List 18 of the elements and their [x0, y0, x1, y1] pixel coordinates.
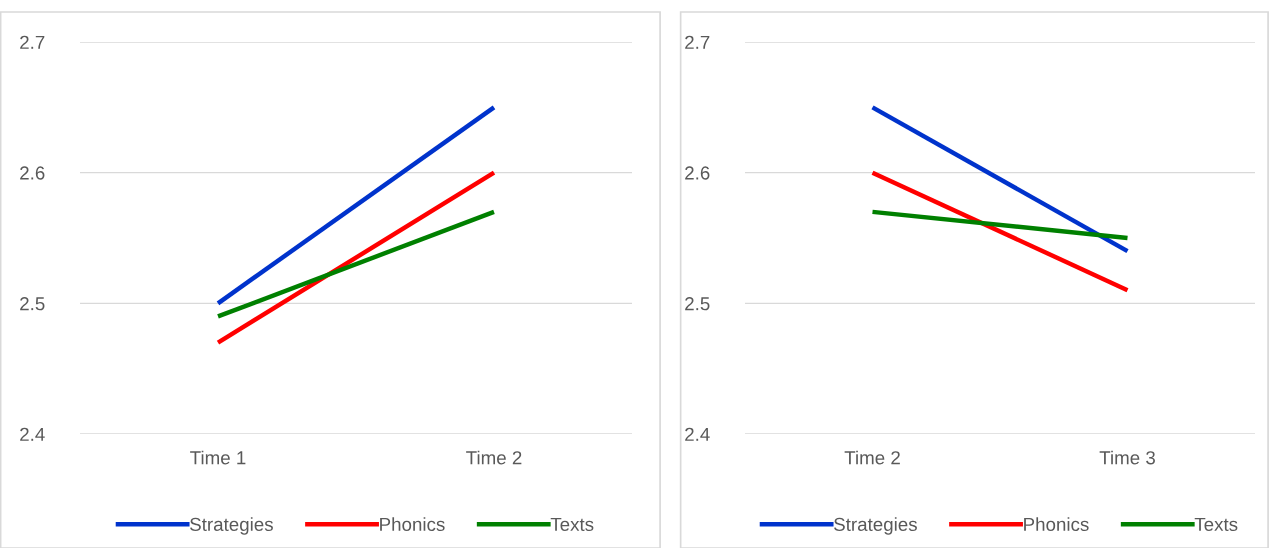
legend-label: Texts: [550, 517, 594, 532]
legend-label: Phonics: [1024, 517, 1089, 532]
y-tick-label: 2.4: [685, 427, 710, 441]
y-tick-label: 2.6: [20, 166, 45, 180]
y-tick-label: 2.5: [20, 297, 45, 311]
y-tick-label: 2.5: [685, 297, 710, 311]
y-tick-label: 2.4: [20, 427, 45, 441]
legend-label: Strategies: [834, 517, 917, 535]
y-tick-label: 2.7: [20, 35, 45, 49]
x-tick-label: Time 3: [1099, 450, 1155, 465]
x-tick-label: Time 2: [844, 450, 900, 465]
y-tick-label: 2.7: [685, 35, 710, 49]
x-tick-label: Time 2: [466, 450, 522, 465]
legend-label: Phonics: [380, 517, 445, 532]
x-tick-label: Time 1: [190, 450, 246, 465]
legend-label: Strategies: [190, 517, 273, 535]
y-tick-label: 2.6: [685, 166, 710, 180]
legend-label: Texts: [1194, 517, 1238, 532]
